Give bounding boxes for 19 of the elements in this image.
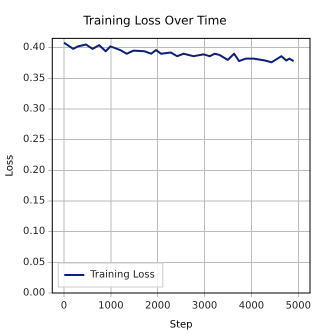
y-tick-label: 0.35 — [23, 72, 46, 84]
x-tick-label: 4000 — [238, 300, 264, 312]
y-tick-label: 0.25 — [23, 134, 46, 146]
y-tick-label: 0.40 — [23, 42, 46, 54]
legend-label: Training Loss — [89, 270, 155, 281]
x-axis-title: Step — [170, 320, 193, 331]
y-tick-label: 0.00 — [23, 288, 46, 299]
y-tick-label: 0.15 — [23, 196, 46, 207]
y-tick-label: 0.05 — [23, 256, 46, 268]
x-tick-label: 1000 — [98, 300, 124, 312]
y-tick-label: 0.20 — [23, 164, 46, 176]
y-axis-title: Loss — [4, 154, 16, 177]
y-tick-label: 0.10 — [23, 226, 46, 238]
x-tick-label: 3000 — [192, 300, 218, 312]
chart-title: Training Loss Over Time — [82, 13, 227, 28]
y-tick-label: 0.30 — [23, 104, 46, 115]
x-tick-label: 5000 — [286, 300, 312, 312]
x-tick-label: 0 — [60, 300, 68, 312]
x-tick-label: 2000 — [144, 300, 170, 312]
